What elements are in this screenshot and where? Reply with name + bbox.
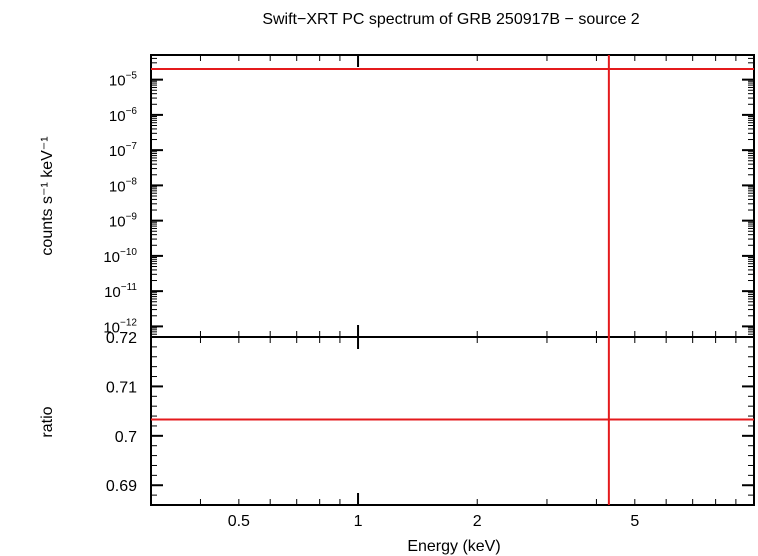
- chart-title: Swift−XRT PC spectrum of GRB 250917B − s…: [262, 11, 639, 28]
- x-tick-label: 2: [473, 513, 482, 530]
- x-tick-label: 1: [354, 513, 363, 530]
- spectrum-y-tick-label: 10−11: [104, 282, 137, 301]
- ratio-y-tick-label: 0.69: [106, 478, 137, 495]
- spectrum-y-tick-label: 10−10: [103, 247, 137, 266]
- ratio-panel-frame: [150, 336, 755, 506]
- x-axis-label: Energy (keV): [407, 538, 500, 555]
- ratio-y-axis-label: ratio: [39, 406, 56, 437]
- spectrum-y-tick-label: 10−8: [109, 176, 138, 195]
- spectrum-y-tick-label: 10−7: [109, 141, 138, 160]
- spectrum-y-tick-label: 10−6: [109, 106, 138, 125]
- spectrum-y-tick-label: 10−9: [109, 212, 138, 231]
- ratio-y-tick-label: 0.71: [106, 379, 137, 396]
- ratio-y-tick-label: 0.7: [115, 429, 137, 446]
- spectrum-y-tick-label: 10−5: [109, 71, 138, 90]
- ratio-y-tick-label: 0.72: [106, 330, 137, 347]
- spectrum-y-axis-label: counts s⁻¹ keV⁻¹: [39, 136, 56, 255]
- x-tick-label: 0.5: [228, 513, 250, 530]
- x-tick-label: 5: [630, 513, 639, 530]
- spectrum-y-tick-label: 10−12: [103, 317, 137, 336]
- spectrum-panel-frame: [150, 54, 755, 338]
